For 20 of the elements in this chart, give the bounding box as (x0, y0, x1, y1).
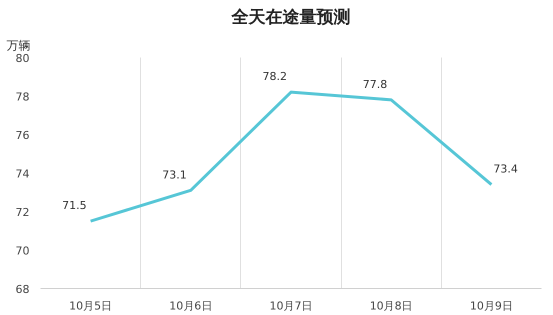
y-axis-title: 万辆 (6, 38, 30, 52)
y-tick-label: 68 (16, 283, 30, 296)
line-series (89, 90, 493, 223)
x-tick-label: 10月6日 (169, 300, 212, 312)
y-tick-label: 78 (16, 90, 30, 104)
data-label: 73.4 (493, 162, 518, 176)
chart-title: 全天在途量预测 (230, 8, 350, 26)
y-tick-label: 80 (16, 52, 30, 65)
y-tick-label: 72 (16, 206, 30, 219)
x-tick-label: 10月9日 (470, 300, 513, 312)
data-label: 73.1 (162, 168, 187, 182)
y-tick-label: 70 (16, 244, 30, 258)
x-tick-label: 10月5日 (69, 300, 112, 312)
data-label: 77.8 (362, 78, 388, 91)
y-tick-label: 74 (16, 168, 30, 180)
x-tick-label: 10月7日 (270, 300, 312, 312)
data-label: 71.5 (62, 199, 87, 212)
data-label: 78.2 (262, 70, 288, 84)
y-tick-label: 76 (16, 129, 30, 142)
x-tick-label: 10月8日 (370, 300, 413, 312)
